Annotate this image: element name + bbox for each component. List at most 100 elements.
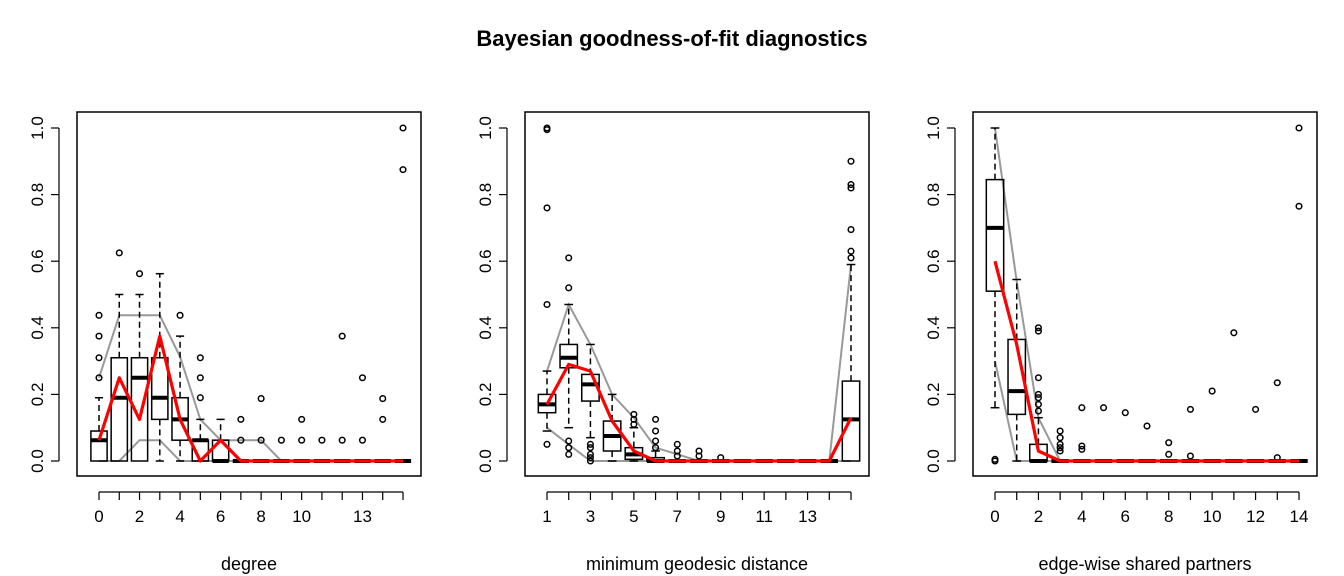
box-0 <box>985 127 1005 465</box>
box-iqr <box>150 357 169 421</box>
x-tick-label: 3 <box>586 507 595 526</box>
observed-line <box>545 362 853 463</box>
box-8 <box>253 395 270 463</box>
box-1 <box>537 124 557 448</box>
box-11 <box>1225 329 1243 463</box>
observed-line <box>97 334 403 463</box>
plot-panel-3: 0.0 0.2 0.4 0.6 0.8 1.0 0 2 4 6 8 10 12 14 edge-wise s… <box>924 111 1318 574</box>
x-tick-label: 7 <box>673 507 682 526</box>
box-7 <box>1138 422 1156 463</box>
box-iqr <box>110 357 129 462</box>
outlier-point <box>565 444 573 452</box>
outlier-point <box>298 415 306 423</box>
x-axis-label: edge-wise shared partners <box>1038 554 1251 574</box>
y-tick-label: 0.2 <box>476 383 495 407</box>
y-tick-label: 0.8 <box>28 183 47 207</box>
box-8 <box>1160 439 1178 463</box>
outlier-point <box>1034 390 1042 398</box>
outlier-point <box>115 249 123 257</box>
box-2 <box>130 270 149 462</box>
y-tick-label: 0.2 <box>924 383 943 407</box>
outlier-point <box>543 300 551 309</box>
box-14 <box>374 395 391 463</box>
y-tick-label: 0.8 <box>476 183 495 207</box>
box-3 <box>580 343 600 465</box>
box-15 <box>394 124 412 463</box>
y-tick-label: 0.6 <box>28 249 47 273</box>
x-tick-label: 8 <box>1164 507 1173 526</box>
x-tick-label: 10 <box>1203 507 1222 526</box>
x-tick-label: 4 <box>175 507 184 526</box>
outlier-point <box>1100 404 1108 412</box>
outlier-point <box>237 436 245 444</box>
box-2 <box>1028 324 1048 463</box>
outlier-point <box>1056 427 1064 435</box>
box-14 <box>1290 124 1308 463</box>
x-tick-label: 2 <box>135 507 144 526</box>
box-1 <box>110 249 129 462</box>
outlier-point <box>1056 440 1064 448</box>
box-1 <box>1007 278 1027 462</box>
outlier-point <box>847 254 855 262</box>
outlier-point <box>196 394 204 402</box>
outlier-point <box>95 311 103 319</box>
outlier-point <box>1295 124 1303 132</box>
box-9 <box>1181 405 1200 463</box>
outlier-point <box>1078 404 1086 412</box>
y-tick-label: 0.0 <box>476 449 495 473</box>
outlier-point <box>196 374 204 382</box>
outlier-point <box>847 184 855 192</box>
outlier-point <box>695 447 703 455</box>
outlier-point <box>95 354 103 362</box>
outlier-point <box>1078 442 1086 450</box>
outlier-point <box>338 332 346 340</box>
x-tick-label: 2 <box>1034 507 1043 526</box>
box-12 <box>1246 405 1265 463</box>
box-iqr <box>211 439 230 462</box>
y-tick-label: 0.0 <box>28 449 47 473</box>
x-tick-label: 9 <box>716 507 725 526</box>
x-tick-label: 5 <box>629 507 638 526</box>
outlier-point <box>847 226 855 234</box>
y-tick-label: 0.6 <box>476 249 495 273</box>
envelope-line <box>99 439 403 462</box>
box-4 <box>1073 404 1091 463</box>
y-tick-label: 0.0 <box>924 449 943 473</box>
outlier-point <box>673 447 681 455</box>
box-13 <box>354 374 371 463</box>
outlier-point <box>1121 409 1129 417</box>
x-tick-label: 14 <box>1290 507 1309 526</box>
box-12 <box>334 332 351 463</box>
outlier-point <box>543 440 551 448</box>
plot-frame <box>972 111 1318 477</box>
x-tick-label: 0 <box>94 507 103 526</box>
box-5 <box>191 354 210 462</box>
outlier-point <box>847 157 855 165</box>
box-10 <box>293 415 310 463</box>
outlier-point <box>565 284 573 292</box>
box-3 <box>150 272 169 462</box>
outlier-point <box>565 254 573 262</box>
outlier-point <box>1056 444 1064 452</box>
outlier-point <box>1186 452 1194 460</box>
box-9 <box>273 436 290 463</box>
outlier-point <box>1034 400 1042 408</box>
outlier-point <box>95 374 103 382</box>
outlier-point <box>586 457 594 465</box>
outlier-point <box>565 437 573 445</box>
x-tick-label: 10 <box>292 507 311 526</box>
outlier-point <box>1165 439 1173 447</box>
envelope-line <box>98 314 403 462</box>
x-tick-label: 1 <box>542 507 551 526</box>
outlier-point <box>1186 405 1194 413</box>
outlier-point <box>543 124 551 132</box>
outlier-point <box>379 415 387 423</box>
outlier-point <box>586 450 594 458</box>
x-axis-label: degree <box>221 554 277 574</box>
box-6 <box>1116 409 1134 463</box>
outlier-point <box>1034 394 1042 402</box>
observed-line <box>993 260 1299 463</box>
y-tick-label: 0.4 <box>924 316 943 340</box>
